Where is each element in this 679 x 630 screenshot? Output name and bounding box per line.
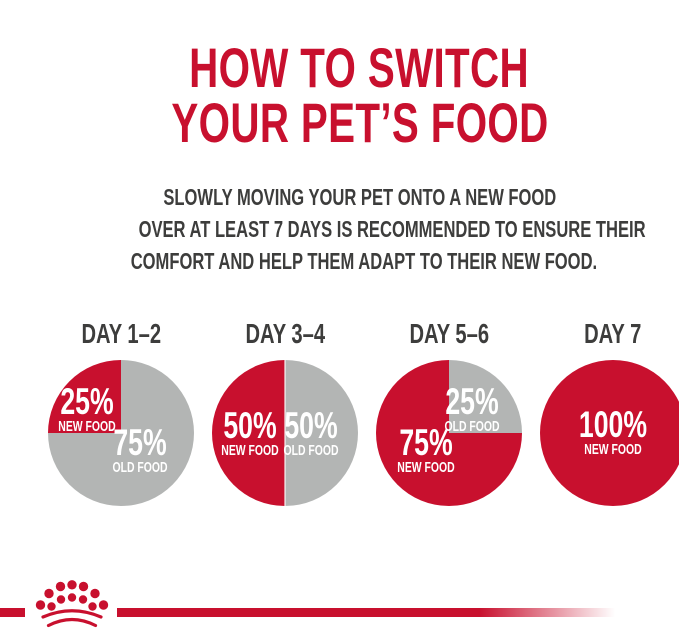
intro-text: SLOWLY MOVING YOUR PET ONTO A NEW FOOD O… — [40, 181, 679, 277]
pie-chart-day-5-6: 75% NEW FOOD 25% OLD FOOD — [376, 360, 522, 506]
intro-line2: OVER AT LEAST 7 DAYS IS RECOMMENDED TO E… — [138, 216, 646, 242]
slice-divider — [284, 360, 286, 506]
day-5-6-label: DAY 5–6 — [409, 318, 489, 349]
old-food-slice-label: 50% OLD FOOD — [283, 405, 339, 460]
pie-chart-day-7: 100% NEW FOOD — [540, 360, 679, 506]
day-3-4-label: DAY 3–4 — [245, 318, 325, 349]
page-title-line1: HOW TO SWITCH — [189, 35, 530, 99]
intro-line3: COMFORT AND HELP THEM ADAPT TO THEIR NEW… — [130, 248, 598, 274]
page-title: HOW TO SWITCH YOUR PET’S FOOD — [40, 35, 679, 154]
new-food-slice-label: 25% NEW FOOD — [58, 380, 117, 435]
new-food-slice-label: 50% NEW FOOD — [221, 405, 279, 460]
new-food-slice-label: 100% NEW FOOD — [578, 404, 648, 458]
new-food-slice-label: 75% NEW FOOD — [396, 421, 455, 476]
pie-chart-day-3-4: 50% NEW FOOD 50% OLD FOOD — [212, 360, 358, 506]
page-title-line2: YOUR PET’S FOOD — [170, 90, 549, 154]
pie-chart-day-1-2: 25% NEW FOOD 75% OLD FOOD — [48, 360, 194, 506]
old-food-slice-label: 25% OLD FOOD — [444, 380, 500, 435]
old-food-slice-label: 75% OLD FOOD — [112, 421, 168, 476]
intro-line1: SLOWLY MOVING YOUR PET ONTO A NEW FOOD — [163, 184, 556, 210]
day-1-2-label: DAY 1–2 — [81, 318, 161, 349]
day-7-label: DAY 7 — [584, 318, 642, 349]
royal-canin-crown-icon — [35, 580, 109, 628]
footer-accent-line-left — [0, 608, 25, 617]
footer-accent-line-right — [117, 608, 620, 617]
